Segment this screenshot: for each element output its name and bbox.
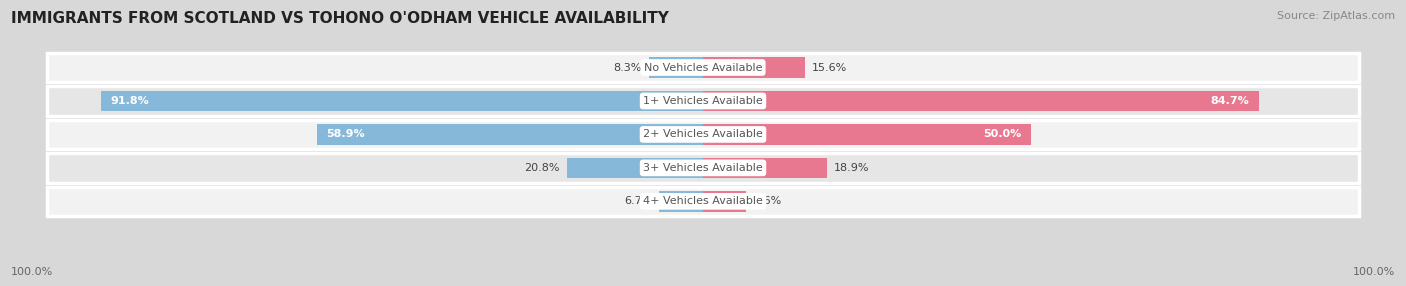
Bar <box>648 57 703 78</box>
Bar <box>316 124 703 145</box>
Bar <box>703 158 827 178</box>
Bar <box>46 120 1360 149</box>
Text: 4+ Vehicles Available: 4+ Vehicles Available <box>643 196 763 206</box>
Bar <box>46 86 1360 116</box>
Text: 100.0%: 100.0% <box>1353 267 1395 277</box>
Text: 91.8%: 91.8% <box>111 96 149 106</box>
Bar <box>659 191 703 212</box>
Text: 8.3%: 8.3% <box>613 63 643 73</box>
Bar <box>703 124 1031 145</box>
Bar <box>567 158 703 178</box>
Text: 1+ Vehicles Available: 1+ Vehicles Available <box>643 96 763 106</box>
Text: 18.9%: 18.9% <box>834 163 869 173</box>
Text: 58.9%: 58.9% <box>326 130 366 139</box>
Text: 3+ Vehicles Available: 3+ Vehicles Available <box>643 163 763 173</box>
Text: 6.7%: 6.7% <box>624 196 652 206</box>
Bar <box>703 57 806 78</box>
Text: Source: ZipAtlas.com: Source: ZipAtlas.com <box>1277 11 1395 21</box>
Bar <box>101 91 703 111</box>
Bar <box>46 53 1360 82</box>
Text: 6.6%: 6.6% <box>752 196 782 206</box>
Bar <box>46 153 1360 182</box>
Text: 2+ Vehicles Available: 2+ Vehicles Available <box>643 130 763 139</box>
Text: 84.7%: 84.7% <box>1211 96 1249 106</box>
Text: 15.6%: 15.6% <box>811 63 848 73</box>
Bar <box>46 186 1360 216</box>
Text: 50.0%: 50.0% <box>983 130 1021 139</box>
Text: No Vehicles Available: No Vehicles Available <box>644 63 762 73</box>
Text: 100.0%: 100.0% <box>11 267 53 277</box>
Bar <box>703 91 1258 111</box>
Bar <box>703 191 747 212</box>
Text: IMMIGRANTS FROM SCOTLAND VS TOHONO O'ODHAM VEHICLE AVAILABILITY: IMMIGRANTS FROM SCOTLAND VS TOHONO O'ODH… <box>11 11 669 26</box>
Text: 20.8%: 20.8% <box>524 163 560 173</box>
